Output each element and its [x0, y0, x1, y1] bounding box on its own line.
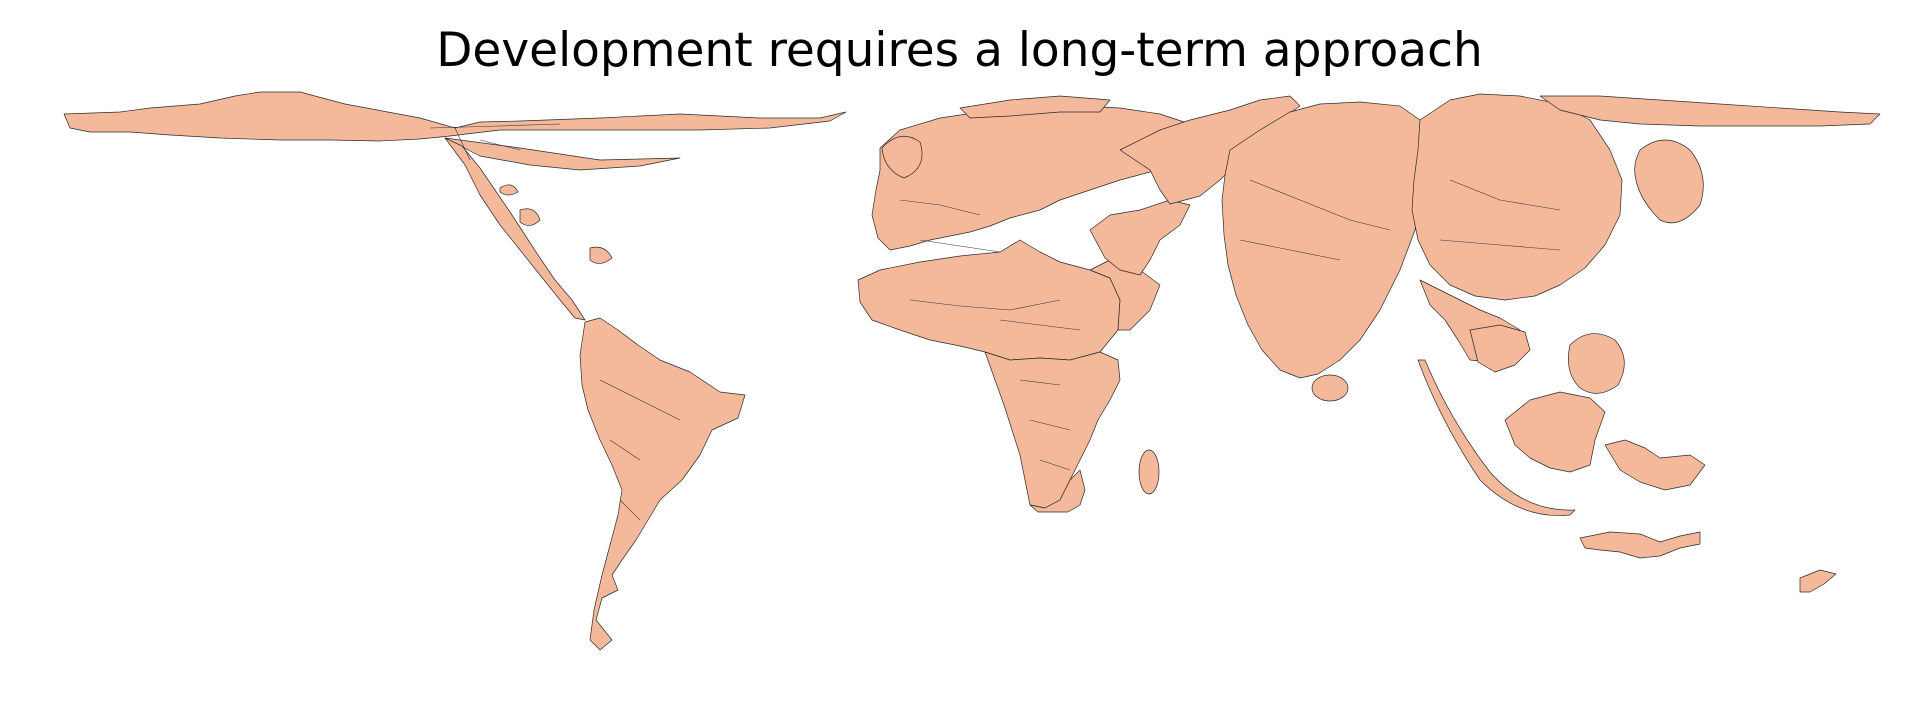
region-south-america	[579, 317, 746, 651]
region-north-asia	[1539, 95, 1881, 127]
region-china	[1411, 93, 1623, 301]
region-north-africa	[857, 239, 1121, 361]
region-indonesia-east	[1604, 439, 1706, 491]
region-central-america	[444, 137, 586, 321]
region-indonesia	[1504, 391, 1606, 473]
region-indochina	[1469, 324, 1531, 373]
region-scandinavia	[959, 95, 1111, 119]
region-central-africa	[984, 351, 1121, 509]
region-north-america-south	[444, 137, 681, 171]
region-india	[1221, 101, 1431, 379]
region-southern-africa	[1029, 469, 1086, 513]
region-sri-lanka	[1311, 374, 1349, 402]
country-borders	[429, 123, 1561, 521]
region-north-america	[63, 91, 847, 142]
region-new-zealand	[1799, 569, 1837, 593]
region-uk	[881, 135, 923, 179]
region-japan-korea	[1634, 139, 1704, 224]
region-philippines	[1568, 333, 1625, 394]
region-madagascar	[1138, 449, 1160, 495]
map-title: Development requires a long-term approac…	[436, 23, 1483, 78]
region-australia	[1579, 531, 1701, 559]
region-caribbean	[499, 184, 613, 264]
region-middle-east	[1089, 199, 1191, 276]
region-indonesia-arc	[1417, 359, 1576, 516]
